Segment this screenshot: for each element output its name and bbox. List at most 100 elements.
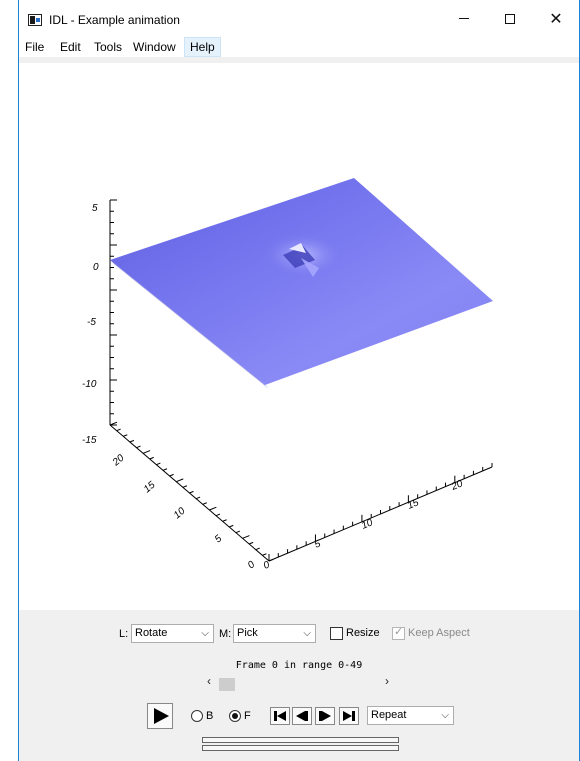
axis-tick: [182, 485, 188, 488]
menu-edit[interactable]: Edit: [60, 40, 81, 54]
animation-controls: L: Rotate ⌵ M: Pick ⌵ Resize ✓ Keep Aspe…: [19, 610, 579, 761]
axis-tick: [235, 530, 241, 534]
first-frame-button[interactable]: [270, 707, 290, 725]
axis-tick: [202, 502, 207, 505]
axis-tick: [129, 439, 135, 443]
forward-radio-label: F: [244, 710, 251, 722]
slider-left-arrow[interactable]: ‹: [207, 674, 211, 688]
play-button[interactable]: [147, 703, 173, 729]
z-axis-ticks: [110, 199, 117, 426]
backward-radio[interactable]: [191, 710, 203, 722]
slider-right-arrow[interactable]: ›: [385, 674, 389, 688]
axis-tick: [222, 519, 227, 522]
z-tick-label: 0: [93, 262, 99, 273]
left-mouse-mode-select[interactable]: Rotate ⌵: [131, 624, 214, 643]
axis-tick: [162, 468, 168, 471]
middle-mouse-mode-select[interactable]: Pick ⌵: [233, 624, 316, 643]
chevron-down-icon: ⌵: [303, 628, 311, 639]
y-tick-label: 20: [110, 452, 127, 469]
x-tick-label: 5: [313, 538, 323, 550]
surface-peak: [289, 243, 306, 253]
axis-tick: [215, 513, 221, 517]
draw-area[interactable]: 5 0 -5 -10 -15 20 15 10 5 0 0 5 10 15 20: [19, 63, 579, 610]
axis-tick: [248, 541, 254, 545]
z-tick-label: -5: [87, 317, 96, 328]
app-window: IDL - Example animation ✕ File Edit Tool…: [18, 0, 580, 761]
axis-tick: [229, 524, 234, 528]
axis-tick: [176, 478, 184, 483]
menu-file[interactable]: File: [25, 40, 45, 54]
load-progress-bar: [202, 737, 399, 743]
surface-plot[interactable]: 5 0 -5 -10 -15 20 15 10 5 0 0 5 10 15 20: [19, 63, 579, 610]
x-tick-label: 10: [360, 517, 375, 532]
minimize-button[interactable]: [441, 0, 487, 37]
chevron-down-icon: ⌵: [201, 628, 209, 639]
loop-mode-select[interactable]: Repeat ⌵: [367, 706, 454, 725]
keep-aspect-label: Keep Aspect: [408, 627, 470, 639]
menu-window[interactable]: Window: [133, 40, 176, 54]
x-tick-label: 20: [449, 478, 465, 493]
axis-tick: [268, 558, 274, 562]
maximize-button[interactable]: [487, 0, 533, 37]
left-mouse-label: L:: [119, 628, 129, 640]
y-tick-label: 5: [213, 533, 225, 545]
backward-radio-label: B: [206, 710, 214, 722]
menu-tools[interactable]: Tools: [94, 40, 123, 54]
step-back-icon: [296, 711, 308, 721]
axis-tick: [109, 421, 118, 426]
minimize-icon: [459, 18, 469, 19]
x-tick-label: 0: [262, 559, 272, 571]
axis-tick: [209, 506, 217, 511]
axis-tick: [149, 456, 154, 460]
axis-tick: [169, 473, 174, 477]
step-forward-icon: [319, 711, 331, 721]
frame-slider-thumb[interactable]: [219, 678, 235, 691]
left-mouse-mode-value: Rotate: [135, 627, 168, 639]
axis-tick: [242, 535, 250, 539]
middle-mouse-label: M:: [219, 628, 232, 640]
axis-tick: [142, 450, 151, 454]
skip-first-icon: [274, 711, 286, 721]
axis-tick: [195, 496, 201, 500]
step-back-button[interactable]: [292, 707, 312, 725]
window-title: IDL - Example animation: [49, 13, 180, 27]
surface-mesh: [110, 178, 493, 385]
last-frame-button[interactable]: [339, 707, 359, 725]
y-tick-label: 0: [246, 559, 258, 571]
x-axis-ticks: [268, 463, 493, 561]
axis-tick: [156, 462, 161, 466]
axis-tick: [116, 428, 121, 432]
middle-mouse-mode-value: Pick: [237, 627, 258, 639]
resize-checkbox[interactable]: [330, 627, 343, 640]
skip-last-icon: [343, 711, 355, 721]
y-axis-ticks: [109, 421, 274, 562]
maximize-icon: [505, 13, 515, 24]
step-forward-button[interactable]: [315, 707, 335, 725]
close-button[interactable]: ✕: [533, 0, 579, 37]
checkmark-icon: ✓: [394, 626, 404, 638]
resize-label: Resize: [346, 627, 380, 639]
surface-shading: [110, 260, 269, 389]
menu-bar: File Edit Tools Window Help: [19, 37, 579, 57]
play-icon: [154, 708, 169, 724]
menu-separator: [19, 57, 579, 63]
y-tick-label: 15: [142, 479, 158, 495]
z-tick-label: -10: [82, 379, 97, 390]
z-tick-label: -15: [82, 435, 97, 446]
frame-status: Frame 0 in range 0-49: [235, 660, 363, 671]
title-bar[interactable]: IDL - Example animation ✕: [19, 0, 579, 37]
surface-ridge: [301, 258, 319, 277]
close-icon: ✕: [549, 10, 563, 28]
y-tick-label: 10: [172, 505, 188, 521]
loop-mode-value: Repeat: [371, 709, 407, 721]
forward-radio[interactable]: [229, 710, 241, 722]
draw-progress-bar: [202, 745, 399, 751]
x-tick-label: 15: [406, 497, 421, 512]
axis-tick: [136, 445, 141, 449]
axis-tick: [262, 553, 267, 556]
axis-tick: [123, 434, 128, 437]
menu-help[interactable]: Help: [184, 37, 221, 57]
axis-tick: [255, 547, 260, 551]
axis-tick: [189, 490, 194, 494]
keep-aspect-checkbox[interactable]: ✓: [392, 626, 405, 640]
